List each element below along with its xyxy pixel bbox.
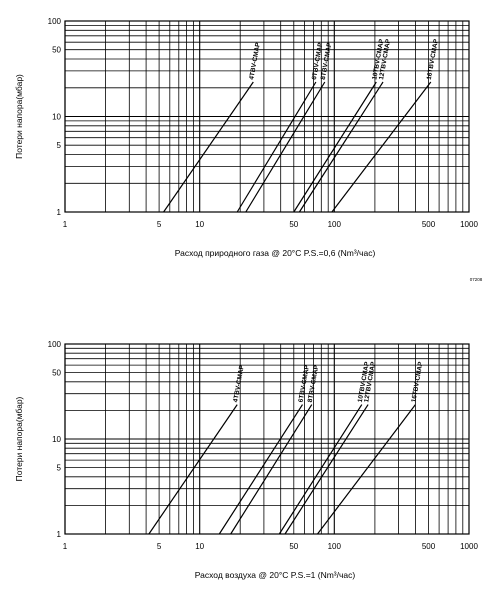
series-line <box>245 81 326 213</box>
series-line <box>331 81 432 213</box>
figure-code: 07208 <box>470 277 483 282</box>
series-line <box>236 81 317 213</box>
x-tick-label: 5 <box>157 542 162 551</box>
y-tick-label: 5 <box>57 464 62 473</box>
gas-flow-chart: 1 5 10 50 100 500 1000 1 5 10 50 100 Расход природно… <box>14 17 478 258</box>
y-axis-title: Потери напора(мбар) <box>14 74 24 159</box>
plot-frame <box>64 20 470 213</box>
y-axis-title: Потери напора(мбар) <box>14 396 24 481</box>
x-tick-label: 1 <box>63 542 68 551</box>
x-tick-label: 50 <box>289 542 298 551</box>
x-tick-label: 1 <box>63 220 68 229</box>
series-line <box>230 404 313 535</box>
y-tick-label: 5 <box>57 141 62 150</box>
plot-frame <box>64 343 470 535</box>
y-tick-label: 100 <box>48 340 62 349</box>
air-flow-chart: 1 5 10 50 100 500 1000 1 5 10 50 100 Расход воздуха … <box>14 340 478 580</box>
series-line <box>218 404 304 535</box>
series-line <box>163 81 254 213</box>
y-tick-label: 100 <box>48 17 62 26</box>
y-tick-label: 10 <box>52 435 61 444</box>
series-line <box>293 81 377 213</box>
x-axis-title: Расход воздуха @ 20°C P.S.=1 (Nm³/час) <box>195 570 356 580</box>
grid <box>64 21 469 213</box>
series-line <box>284 404 369 535</box>
x-tick-label: 1000 <box>460 220 478 229</box>
series-line <box>278 404 363 535</box>
x-tick-label: 10 <box>195 220 204 229</box>
y-tick-label: 1 <box>57 208 62 217</box>
y-tick-label: 1 <box>57 530 62 539</box>
x-tick-label: 50 <box>289 220 298 229</box>
y-tick-label: 10 <box>52 113 61 122</box>
series-label: 4TBV-CMAP <box>248 41 262 80</box>
x-tick-label: 5 <box>157 220 162 229</box>
y-tick-label: 50 <box>52 369 61 378</box>
x-tick-label: 500 <box>422 542 436 551</box>
x-tick-label: 500 <box>422 220 436 229</box>
x-axis-title: Расход природного газа @ 20°C P.S.=0,6 (… <box>175 248 376 258</box>
x-tick-label: 1000 <box>460 542 478 551</box>
x-tick-label: 100 <box>328 542 342 551</box>
series-line <box>317 404 416 535</box>
grid <box>64 344 469 535</box>
x-tick-label: 10 <box>195 542 204 551</box>
y-tick-label: 50 <box>52 46 61 55</box>
series-label: 4TBV-CMAP <box>232 364 246 403</box>
x-tick-label: 100 <box>328 220 342 229</box>
series-line <box>298 81 384 213</box>
series-line <box>148 404 238 535</box>
